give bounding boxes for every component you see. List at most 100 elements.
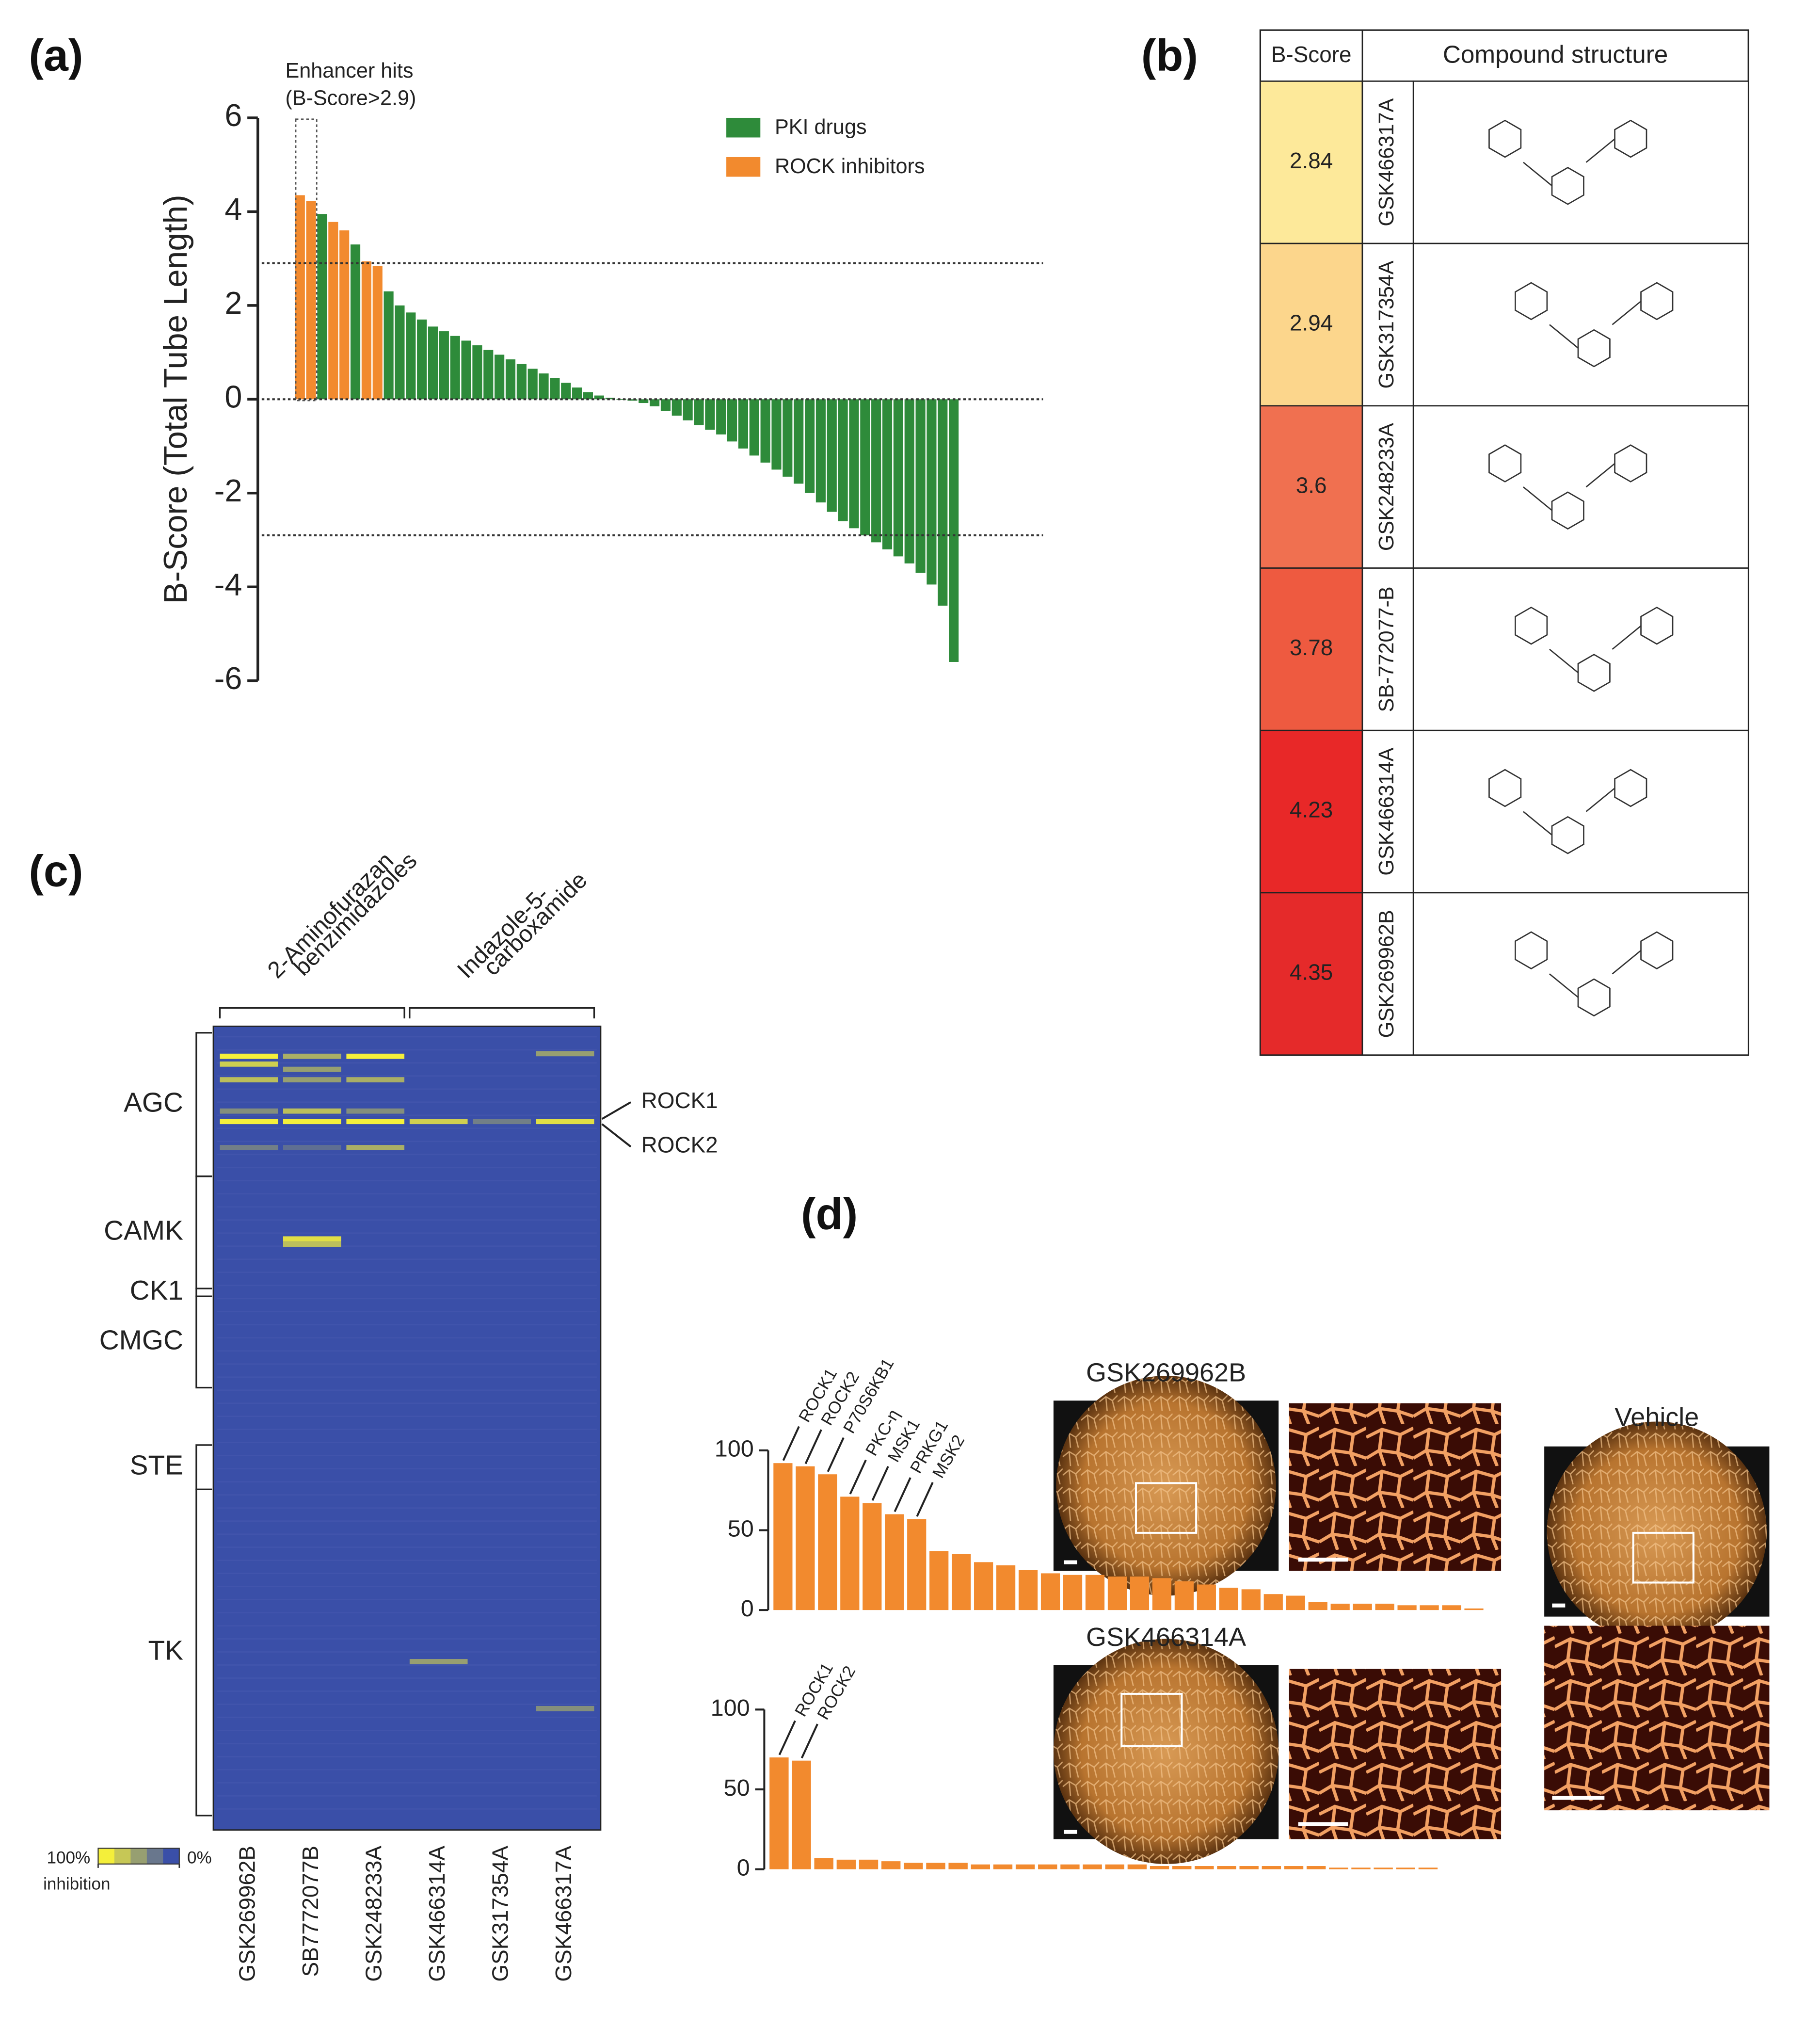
bar: [1464, 1608, 1484, 1610]
structure-ring: [1614, 119, 1647, 158]
row-bracket: [195, 1032, 212, 1177]
heatmap-cell: [283, 1077, 341, 1083]
bar: [1263, 1594, 1283, 1610]
structure-ring: [1551, 816, 1584, 854]
legend-swatch: [726, 157, 761, 177]
scale-bar: [1064, 1830, 1077, 1834]
heatmap-cell: [220, 1145, 278, 1150]
bar: [771, 399, 782, 470]
annotation: (B-Score>2.9): [285, 87, 416, 110]
hit-box: [295, 118, 318, 402]
bar: [372, 266, 383, 400]
column-group-label: 2-Aminofurazan: [262, 847, 399, 983]
heatmap-cell: [473, 1119, 531, 1125]
well-texture: [1053, 1639, 1279, 1864]
bar: [1396, 1867, 1415, 1869]
column-label: GSK248233A: [361, 1846, 386, 1982]
column-label: SB7772077B: [298, 1846, 323, 1977]
bar: [863, 1503, 882, 1610]
inset-box: [1632, 1531, 1694, 1584]
structure-ring: [1515, 282, 1548, 321]
bar: [974, 1562, 993, 1610]
bar: [339, 230, 350, 400]
bar: [1374, 1867, 1393, 1869]
compound-name: GSK466317A: [1375, 98, 1398, 226]
panel-label: (c): [29, 846, 83, 896]
heatmap-cell: [536, 1706, 594, 1711]
bar: [1286, 1595, 1305, 1610]
bar: [516, 364, 527, 400]
bar: [827, 399, 837, 512]
label-leader: [827, 1437, 845, 1472]
heatmap-cell: [346, 1108, 405, 1114]
row-bracket: [195, 1488, 212, 1817]
colorbar: [130, 1848, 147, 1864]
structure-bond: [1612, 950, 1642, 975]
table-header: Compound structure: [1443, 41, 1668, 68]
bar: [550, 378, 560, 400]
bar: [1329, 1867, 1348, 1869]
bar: [882, 399, 893, 549]
bar: [1397, 1605, 1417, 1610]
bar: [1195, 1866, 1214, 1869]
colorbar-caption: inhibition: [43, 1874, 110, 1893]
bar: [1418, 1867, 1438, 1869]
bar: [306, 201, 316, 400]
bar: [450, 336, 460, 400]
row-label: ROCK2: [641, 1132, 718, 1158]
bar: [1284, 1866, 1304, 1869]
heatmap-cell: [283, 1145, 341, 1150]
bar: [727, 399, 737, 442]
bar: [705, 399, 715, 430]
bar: [1018, 1570, 1038, 1610]
structure-bond: [1612, 300, 1642, 325]
heatmap-cell: [346, 1077, 405, 1083]
structure-ring: [1551, 491, 1584, 530]
structure-ring: [1577, 329, 1611, 368]
label-leader: [804, 1429, 822, 1465]
bar: [694, 399, 704, 425]
bar: [948, 1863, 968, 1869]
bar: [660, 399, 671, 411]
heatmap-cell: [283, 1108, 341, 1114]
heatmap-cell: [283, 1241, 341, 1247]
bar: [1353, 1603, 1372, 1610]
heatmap-cell: [283, 1066, 341, 1072]
bar: [938, 399, 948, 606]
column-label: GSK317354A: [487, 1846, 512, 1982]
bar: [671, 399, 682, 416]
score-cell: [1260, 729, 1363, 894]
structure-bond: [1585, 787, 1615, 812]
bar: [804, 399, 815, 493]
structure-cell: [1412, 242, 1749, 407]
label-leader: [800, 1723, 818, 1759]
structure-bond: [1549, 324, 1579, 349]
heatmap-cell: [220, 1061, 278, 1067]
structure-ring: [1515, 606, 1548, 645]
group-bracket: [219, 1007, 405, 1019]
structure-bond: [1523, 811, 1553, 836]
y-tick-label: -6: [214, 660, 242, 696]
bar: [539, 373, 549, 400]
label-leader: [871, 1466, 889, 1501]
bar: [915, 399, 926, 573]
bar: [1241, 1589, 1261, 1610]
heatmap-cell: [409, 1659, 468, 1664]
row-bracket: [195, 1295, 212, 1389]
compound-name: GSK248233A: [1375, 423, 1398, 551]
name-cell: [1361, 567, 1414, 731]
bar: [840, 1497, 860, 1610]
bar: [627, 399, 638, 401]
well-texture: [1056, 1375, 1276, 1596]
heatmap-cell: [346, 1145, 405, 1150]
bar: [849, 399, 859, 529]
bar: [527, 369, 538, 400]
y-tick-label: 0: [741, 1595, 754, 1622]
bar: [859, 1859, 879, 1869]
bar: [594, 395, 604, 400]
bar: [836, 1859, 856, 1869]
structure-ring: [1640, 931, 1674, 970]
structure-cell: [1412, 892, 1749, 1056]
colorbar-label: 100%: [47, 1848, 91, 1867]
panel-label: (d): [801, 1190, 858, 1239]
